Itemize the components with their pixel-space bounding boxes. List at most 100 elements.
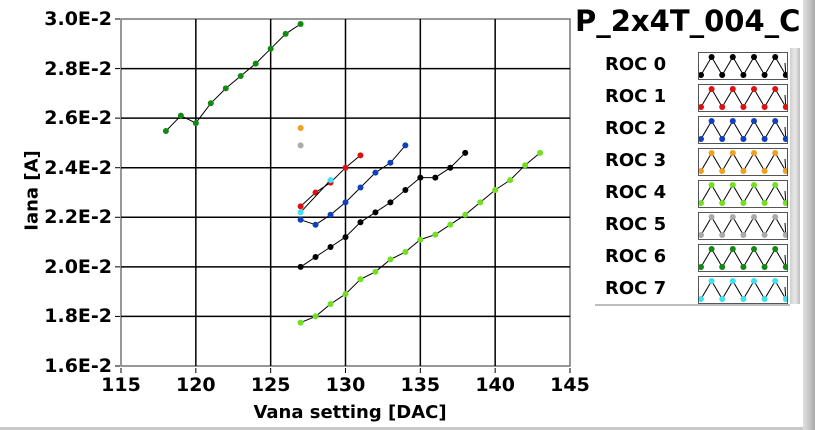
data-point-roc-2 [327, 211, 334, 218]
data-point-roc-4 [522, 162, 529, 169]
data-point-roc-2 [297, 216, 304, 223]
data-point-roc-2 [402, 142, 409, 149]
x-tick-label: 115 [101, 374, 141, 396]
data-point-roc-6 [177, 112, 184, 119]
data-point-roc-4 [372, 268, 379, 275]
legend-label: ROC 7 [605, 278, 667, 299]
data-point-roc-3 [297, 125, 304, 132]
legend-label: ROC 0 [605, 54, 667, 75]
data-point-roc-2 [312, 221, 319, 228]
legend-label: ROC 4 [605, 182, 667, 203]
legend-item-roc-7[interactable]: ROC 7 [595, 274, 790, 304]
data-point-roc-2 [342, 199, 349, 206]
legend-swatch-graphic [698, 246, 789, 270]
series-line-roc-2 [300, 145, 406, 226]
data-point-roc-7 [327, 177, 334, 184]
data-point-roc-2 [357, 184, 364, 191]
legend-item-roc-4[interactable]: ROC 4 [595, 178, 790, 208]
legend-item-roc-0[interactable]: ROC 0 [595, 50, 790, 80]
data-point-roc-4 [402, 248, 409, 255]
data-point-roc-4 [537, 149, 544, 156]
y-tick-label: 2.0E-2 [44, 255, 112, 278]
legend-swatch-graphic [698, 182, 789, 206]
legend-swatch-graphic [698, 278, 789, 302]
data-point-roc-2 [387, 159, 394, 166]
legend-swatch-graphic [698, 86, 789, 110]
data-point-roc-1 [357, 152, 364, 159]
data-point-roc-0 [297, 263, 304, 270]
legend-panel: ROC 0 ROC 1 ROC 2 ROC 3 ROC 4 ROC 5 ROC 6 ROC 7 [595, 48, 790, 306]
legend-label: ROC 1 [605, 86, 667, 107]
y-tick-label: 2.8E-2 [44, 57, 112, 80]
legend-item-roc-3[interactable]: ROC 3 [595, 146, 790, 176]
window-scrollbar[interactable] [803, 0, 815, 430]
data-point-roc-1 [297, 203, 304, 210]
y-tick-label: 2.4E-2 [44, 156, 112, 179]
legend-swatch-graphic [698, 118, 789, 142]
data-point-roc-4 [417, 236, 424, 243]
data-point-roc-0 [462, 149, 469, 156]
data-point-roc-0 [342, 234, 349, 241]
data-point-roc-4 [447, 221, 454, 228]
data-point-roc-0 [357, 219, 364, 226]
legend-swatch-graphic [698, 150, 789, 174]
legend-label: ROC 2 [605, 118, 667, 139]
legend-item-roc-1[interactable]: ROC 1 [595, 82, 790, 112]
data-point-roc-5 [297, 142, 304, 149]
y-tick-label: 1.6E-2 [44, 355, 112, 377]
data-point-roc-4 [492, 187, 499, 194]
data-point-roc-0 [417, 174, 424, 181]
legend-swatch [698, 116, 789, 144]
x-tick-label: 145 [550, 374, 590, 396]
y-tick-label: 1.8E-2 [44, 305, 112, 328]
legend-swatch [698, 276, 789, 304]
x-tick-label: 120 [175, 374, 216, 396]
y-tick-label: 3.0E-2 [44, 8, 112, 30]
data-point-roc-6 [252, 60, 259, 67]
legend-label: ROC 6 [605, 246, 667, 267]
x-axis-label: Vana setting [DAC] [253, 402, 447, 423]
x-tick-label: 130 [325, 374, 366, 396]
data-point-roc-6 [282, 30, 289, 37]
legend-swatch-graphic [698, 214, 789, 238]
y-tick-label: 2.2E-2 [44, 206, 112, 229]
data-point-roc-6 [267, 45, 274, 52]
x-tick-label: 140 [475, 374, 515, 396]
data-point-roc-4 [462, 211, 469, 218]
data-point-roc-6 [222, 85, 229, 92]
legend-swatch [698, 148, 789, 176]
data-point-roc-0 [372, 209, 379, 216]
series-line-roc-7 [300, 179, 331, 213]
legend-item-roc-6[interactable]: ROC 6 [595, 242, 790, 272]
legend-swatch-graphic [698, 54, 789, 78]
data-point-roc-4 [342, 291, 349, 298]
legend-swatch [698, 180, 789, 208]
data-point-roc-4 [357, 276, 364, 283]
data-point-roc-0 [312, 253, 319, 260]
series-line-roc-6 [165, 23, 301, 132]
legend-swatch [698, 52, 789, 80]
data-point-roc-6 [207, 100, 214, 107]
data-point-roc-4 [387, 256, 394, 263]
data-point-roc-4 [327, 301, 334, 308]
legend-swatch [698, 244, 789, 272]
data-point-roc-6 [237, 73, 244, 80]
data-point-roc-0 [432, 174, 439, 181]
legend-item-roc-2[interactable]: ROC 2 [595, 114, 790, 144]
data-point-roc-6 [297, 20, 304, 27]
y-axis-label: Iana [A] [21, 150, 43, 231]
data-point-roc-0 [402, 187, 409, 194]
chart-title: P_2x4T_004_C [575, 4, 801, 38]
legend-item-roc-5[interactable]: ROC 5 [595, 210, 790, 240]
legend-label: ROC 5 [605, 214, 667, 235]
legend-swatch [698, 212, 789, 240]
legend-swatch [698, 84, 789, 112]
data-point-roc-6 [162, 128, 169, 135]
window-bottom-border [0, 427, 803, 430]
data-point-roc-4 [477, 199, 484, 206]
x-tick-label: 135 [400, 374, 441, 396]
legend-scrollbar[interactable] [790, 48, 800, 304]
data-point-roc-2 [372, 169, 379, 176]
data-point-roc-4 [297, 319, 304, 326]
